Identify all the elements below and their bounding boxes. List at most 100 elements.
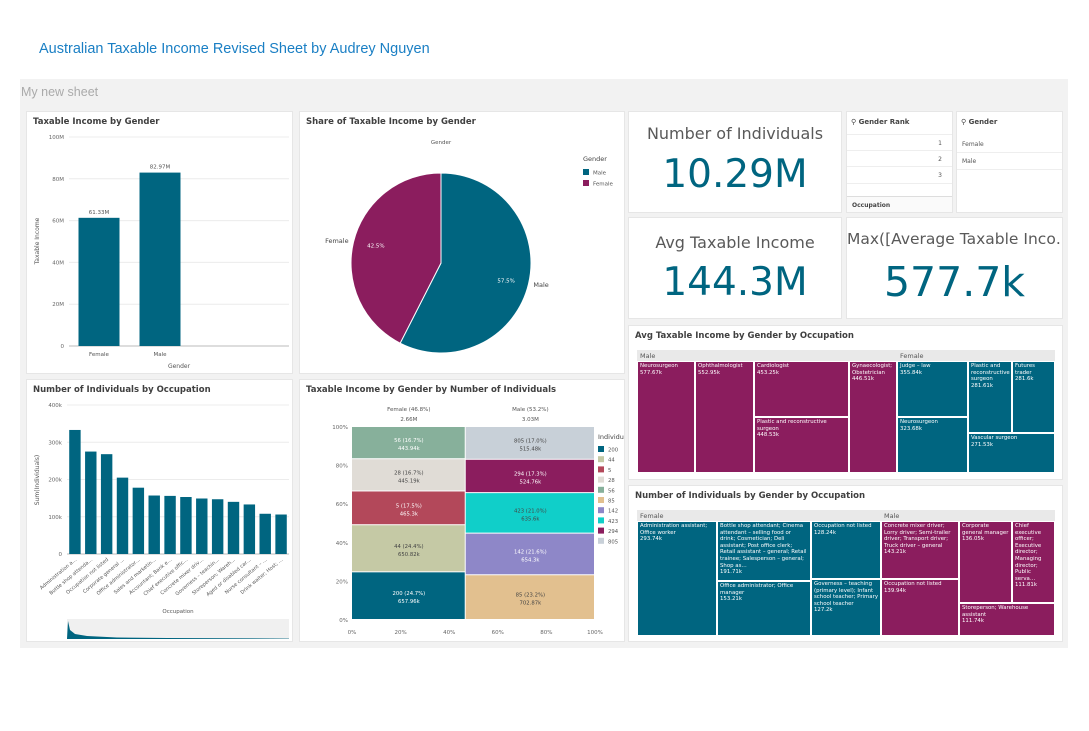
segment-value: 445.19k bbox=[398, 478, 421, 484]
x-tick-label: Female bbox=[89, 352, 110, 358]
slice-label: Male bbox=[533, 281, 548, 289]
treemap-cell-value: 139.94k bbox=[884, 587, 906, 594]
segment-value: 654.3k bbox=[521, 557, 540, 563]
treemap-cell[interactable]: Gynaecologist; Obstetrician 446.51k bbox=[849, 361, 897, 473]
bar bbox=[116, 477, 129, 554]
y-tick-label: 0% bbox=[339, 618, 348, 624]
navigator-sparkline bbox=[67, 621, 289, 639]
treemap-cell[interactable]: Neurosurgeon 577.67k bbox=[637, 361, 695, 473]
data-label: 82.97M bbox=[150, 165, 171, 171]
kpi-max-average-taxable-income[interactable]: Max([Average Taxable Inco… 577.7k bbox=[846, 217, 1063, 319]
filter-pane-gender[interactable]: ⚲ Gender Female Male bbox=[956, 111, 1063, 213]
panel-mekko[interactable]: Taxable Income by Gender by Number of In… bbox=[299, 379, 625, 642]
bar bbox=[132, 487, 145, 554]
panel-share-by-gender[interactable]: Share of Taxable Income by Gender Gender… bbox=[299, 111, 625, 374]
treemap-cell[interactable]: Administration assistant; Office worker 2… bbox=[637, 521, 717, 636]
treemap-cell[interactable]: Chief executive officer; Executive direc… bbox=[1012, 521, 1055, 603]
filter-header[interactable]: ⚲ Gender Rank bbox=[851, 118, 910, 126]
list-item[interactable]: 1 bbox=[847, 134, 952, 151]
segment-value: 465.3k bbox=[400, 511, 419, 517]
panel-title: Taxable Income by Gender bbox=[33, 117, 160, 127]
treemap-cell[interactable]: Corporate general manager 136.05k bbox=[959, 521, 1012, 603]
panel-individuals-by-occupation[interactable]: Number of Individuals by Occupation 0 100… bbox=[26, 379, 293, 642]
kpi-avg-taxable-income[interactable]: Avg Taxable Income 144.3M bbox=[628, 217, 842, 319]
treemap-cell[interactable]: Storeperson; Warehouse assistant 111.74k bbox=[959, 603, 1055, 636]
legend-label: 28 bbox=[608, 478, 615, 484]
treemap-cell[interactable]: Governess – teaching (primary level); In… bbox=[811, 579, 881, 636]
treemap-cell[interactable]: Cardiologist 453.25k bbox=[754, 361, 849, 417]
panel-treemap-avg-income[interactable]: Avg Taxable Income by Gender by Occupati… bbox=[628, 325, 1063, 480]
treemap-group-header bbox=[637, 350, 897, 361]
treemap-cell[interactable]: Plastic and reconstructive surgeon 281.61… bbox=[968, 361, 1012, 433]
bar bbox=[275, 514, 287, 554]
legend-label: 5 bbox=[608, 468, 611, 474]
treemap-cell-label: Neurosurgeon bbox=[640, 363, 678, 369]
bar bbox=[85, 451, 97, 554]
treemap-cell-label: Storeperson; Warehouse assistant bbox=[962, 605, 1029, 618]
legend-label: Male bbox=[593, 171, 607, 177]
segment-label: 142 (21.6%) bbox=[514, 549, 547, 555]
treemap-cell-value: 281.61k bbox=[971, 382, 993, 389]
legend-swatch bbox=[598, 517, 604, 524]
treemap-cell[interactable]: Plastic and reconstructive surgeon 448.53… bbox=[754, 417, 849, 473]
x-tick-label: 100% bbox=[587, 630, 603, 636]
kpi-number-of-individuals[interactable]: Number of Individuals 10.29M bbox=[628, 111, 842, 213]
pie-slice bbox=[350, 172, 442, 344]
treemap-cell-label: Vascular surgeon bbox=[971, 435, 1018, 441]
panel-title: Number of Individuals by Gender by Occup… bbox=[635, 491, 865, 501]
legend-swatch bbox=[598, 476, 604, 483]
search-icon: ⚲ bbox=[961, 118, 967, 126]
treemap-cell-value: 111.81k bbox=[1015, 582, 1037, 589]
treemap-cell-value: 191.71k bbox=[720, 569, 742, 576]
pie-chart-gender[interactable]: Gender 57.5% Male 42.5% Female Gender Male Fema… bbox=[300, 112, 625, 374]
legend-label: 85 bbox=[608, 499, 615, 505]
segment-value: 650.82k bbox=[398, 552, 421, 558]
treemap-cell-label: Bottle shop attendant; Cinema attendant … bbox=[720, 523, 807, 569]
scroll-navigator bbox=[67, 619, 289, 639]
legend-swatch bbox=[598, 486, 604, 493]
filter-occupation[interactable]: Occupation bbox=[847, 196, 952, 212]
list-item[interactable]: 2 bbox=[847, 150, 952, 167]
column-total: 3.03M bbox=[522, 417, 539, 423]
treemap-cell-value: 153.21k bbox=[720, 596, 742, 603]
x-tick-label: 40% bbox=[443, 630, 455, 636]
segment-value: 443.94k bbox=[398, 446, 421, 452]
treemap-cell[interactable]: Vascular surgeon 271.53k bbox=[968, 433, 1055, 473]
x-tick-label: 60% bbox=[492, 630, 504, 636]
segment-value: 635.6k bbox=[521, 516, 540, 522]
treemap-cell[interactable]: Neurosurgeon 323.68k bbox=[897, 417, 968, 473]
treemap-cell-value: 111.74k bbox=[962, 618, 984, 625]
mekko-segment bbox=[352, 459, 465, 491]
treemap-group-label: Female bbox=[900, 352, 924, 360]
segment-value: 524.76k bbox=[520, 479, 543, 485]
list-item[interactable]: 3 bbox=[847, 166, 952, 184]
kpi-value: 144.3M bbox=[662, 260, 808, 305]
treemap-cell[interactable]: Occupation not listed 128.24k bbox=[811, 521, 881, 579]
treemap-cell[interactable]: Office administrator; Office manager 153.… bbox=[717, 581, 811, 636]
list-item[interactable]: Female bbox=[957, 136, 1062, 153]
segment-label: 294 (17.3%) bbox=[514, 471, 547, 477]
treemap-cell[interactable]: Futures trader 281.6k bbox=[1012, 361, 1055, 433]
legend-label: Female bbox=[593, 182, 614, 188]
treemap-cell[interactable]: Bottle shop attendant; Cinema attendant … bbox=[717, 521, 811, 581]
legend-label: 142 bbox=[608, 509, 618, 515]
treemap-cell[interactable]: Judge – law 355.84k bbox=[897, 361, 968, 417]
panel-treemap-count[interactable]: Number of Individuals by Gender by Occup… bbox=[628, 485, 1063, 642]
treemap-cell[interactable]: Concrete mixer driver; Lorry driver; Sem… bbox=[881, 521, 959, 579]
bar-chart-gender[interactable]: 0 20M 40M 60M 80M 100M 61.33M Female 82.97M MaleG… bbox=[27, 112, 293, 374]
treemap-cell[interactable]: Occupation not listed 139.94k bbox=[881, 579, 959, 636]
list-item[interactable]: Male bbox=[957, 153, 1062, 170]
panel-taxable-income-by-gender[interactable]: Taxable Income by Gender 0 20M 40M 60M 80M 10… bbox=[26, 111, 293, 374]
mekko-segment bbox=[352, 572, 465, 619]
mekko-segment bbox=[465, 493, 594, 533]
x-axis-label: Gender bbox=[168, 363, 191, 370]
filter-pane-gender-rank[interactable]: ⚲ Gender Rank 1 2 3 Occupation bbox=[846, 111, 953, 213]
mekko-segment bbox=[352, 491, 465, 525]
bar bbox=[243, 504, 256, 554]
treemap-cell[interactable]: Ophthalmologist 552.95k bbox=[695, 361, 754, 473]
x-axis-label: Occupation bbox=[162, 609, 194, 615]
mekko-chart[interactable]: 0% 20% 40% 60% 80% 100% 0% 20% 40% 60% 80% 100% Fema… bbox=[300, 380, 625, 642]
filter-header[interactable]: ⚲ Gender bbox=[961, 118, 998, 126]
panel-title: Avg Taxable Income by Gender by Occupati… bbox=[635, 331, 854, 341]
